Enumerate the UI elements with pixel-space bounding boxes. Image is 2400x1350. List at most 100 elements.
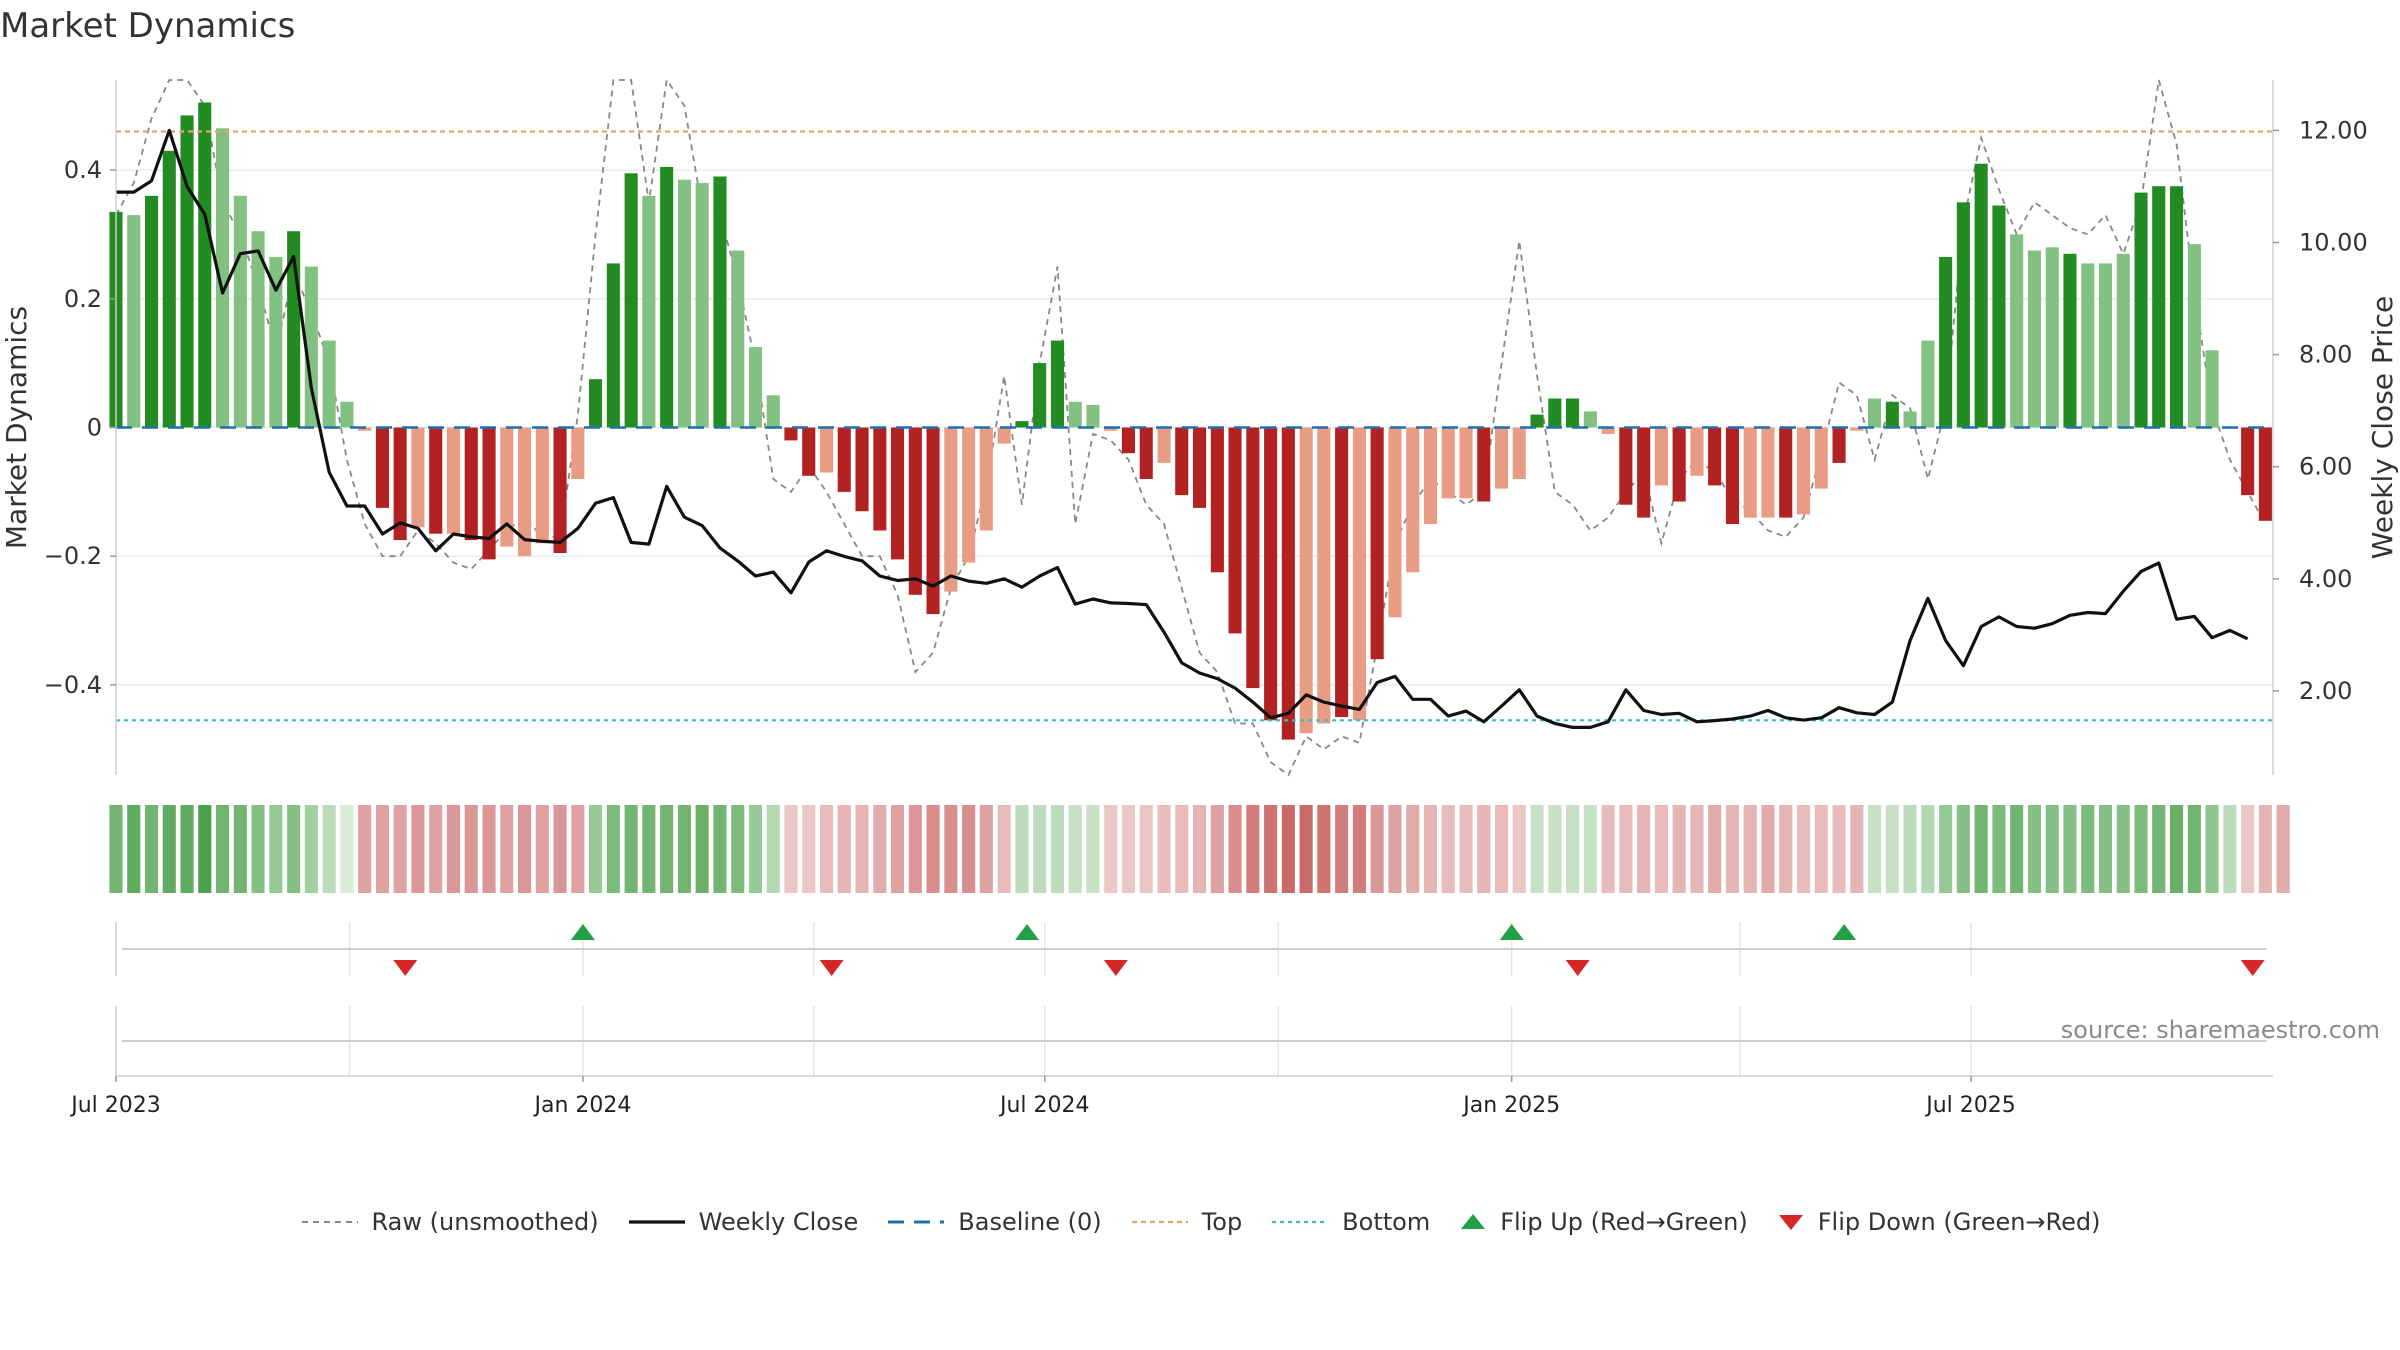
- x-tick-label: Jan 2024: [532, 1093, 631, 1118]
- weekly-close-series: [116, 128, 2249, 730]
- regime-cell: [891, 805, 905, 893]
- regime-cell: [1548, 805, 1562, 893]
- regime-cell: [677, 805, 691, 893]
- regime-cell: [180, 805, 194, 893]
- dynamics-bar: [1193, 427, 1207, 508]
- regime-cell: [393, 805, 407, 893]
- regime-cell: [145, 805, 159, 893]
- legend-item-top: Top: [1130, 1208, 1242, 1236]
- regime-cell: [251, 805, 265, 893]
- regime-cell: [287, 805, 301, 893]
- regime-cell: [1299, 805, 1313, 893]
- dynamics-bar: [1850, 427, 1864, 431]
- dynamics-bar: [802, 427, 816, 476]
- flip-up-legend-icon: [1461, 1214, 1486, 1229]
- dynamics-bar: [429, 427, 443, 534]
- x-tick-label: Jan 2025: [1461, 1093, 1560, 1118]
- left-axis-title: Market Dynamics: [0, 306, 33, 549]
- dynamics-bar: [1264, 427, 1278, 721]
- regime-cell: [1850, 805, 1864, 893]
- regime-cell: [429, 805, 443, 893]
- regime-cell: [820, 805, 834, 893]
- right-tick-label: 8.00: [2299, 341, 2352, 369]
- dynamics-bar: [677, 179, 691, 428]
- regime-cell: [837, 805, 851, 893]
- regime-cell: [1725, 805, 1739, 893]
- regime-cell: [1939, 805, 1953, 893]
- dynamics-bar: [1175, 427, 1189, 496]
- dynamics-bar: [1797, 427, 1811, 515]
- dynamics-bar: [2063, 253, 2077, 428]
- dynamics-bar: [784, 427, 798, 441]
- dynamics-bar: [589, 379, 603, 428]
- regime-cell: [695, 805, 709, 893]
- dynamics-bar: [1317, 427, 1331, 724]
- regime-cell: [1157, 805, 1171, 893]
- dynamics-bar: [251, 231, 265, 428]
- regime-cell: [2045, 805, 2059, 893]
- legend-label: Raw (unsmoothed): [371, 1208, 599, 1236]
- legend-item-close: Weekly Close: [627, 1208, 859, 1236]
- dynamics-bar: [1246, 427, 1260, 689]
- regime-cell: [375, 805, 389, 893]
- regime-cell: [1441, 805, 1455, 893]
- dynamics-bar: [891, 427, 905, 560]
- regime-cell: [1708, 805, 1722, 893]
- legend-label: Weekly Close: [698, 1208, 859, 1236]
- dynamics-bar: [1654, 427, 1668, 486]
- dynamics-bar: [873, 427, 887, 531]
- dynamics-bar: [1423, 427, 1437, 524]
- regime-cell: [908, 805, 922, 893]
- right-axis-title: Weekly Close Price: [2366, 296, 2399, 559]
- dynamics-bar: [642, 195, 656, 428]
- dynamics-bar: [1228, 427, 1242, 634]
- dynamics-bar: [1708, 427, 1722, 486]
- regime-cell: [518, 805, 532, 893]
- regime-cell: [1175, 805, 1189, 893]
- dynamics-bar: [1832, 427, 1846, 463]
- dynamics-bar: [820, 427, 834, 473]
- regime-cell: [1317, 805, 1331, 893]
- dynamics-bar: [1583, 411, 1597, 428]
- regime-cell: [1264, 805, 1278, 893]
- dynamics-bar: [1974, 163, 1988, 428]
- dynamics-bar: [1956, 202, 1970, 428]
- regime-cell: [873, 805, 887, 893]
- regime-cell: [1832, 805, 1846, 893]
- regime-cell: [855, 805, 869, 893]
- dynamics-bar: [997, 427, 1011, 444]
- regime-cell: [553, 805, 567, 893]
- dynamics-bar: [1619, 427, 1633, 505]
- dynamics-bar: [1637, 427, 1651, 518]
- dynamics-bar: [1299, 427, 1313, 734]
- regime-cell: [1495, 805, 1509, 893]
- regime-cell: [1761, 805, 1775, 893]
- dynamics-bar: [180, 115, 194, 428]
- dynamics-bar: [1814, 427, 1828, 489]
- regime-cell: [1050, 805, 1064, 893]
- regime-cell: [1956, 805, 1970, 893]
- dynamics-bar: [2170, 186, 2184, 428]
- regime-cell: [1654, 805, 1668, 893]
- dynamics-bar: [1885, 401, 1899, 428]
- regime-cell: [2152, 805, 2166, 893]
- regime-cell: [2134, 805, 2148, 893]
- regime-cell: [624, 805, 638, 893]
- dynamics-bar: [1210, 427, 1224, 573]
- right-tick-label: 2.00: [2299, 677, 2352, 705]
- regime-cell: [535, 805, 549, 893]
- dynamics-bar: [1068, 401, 1082, 428]
- flip-markers: [393, 924, 2265, 976]
- dynamics-bar: [855, 427, 869, 512]
- dynamics-bar: [269, 257, 283, 428]
- regime-cell: [2098, 805, 2112, 893]
- regime-cell: [340, 805, 354, 893]
- dynamics-bar: [216, 128, 230, 428]
- x-tick-label: Jul 2024: [998, 1093, 1090, 1118]
- dynamics-bar: [2258, 427, 2272, 521]
- legend-item-flip-down: Flip Down (Green→Red): [1776, 1208, 2101, 1236]
- dynamics-bar: [766, 395, 780, 428]
- regime-cell: [1868, 805, 1882, 893]
- dynamics-bar: [2045, 247, 2059, 428]
- legend-item-flip-up: Flip Up (Red→Green): [1458, 1208, 1748, 1236]
